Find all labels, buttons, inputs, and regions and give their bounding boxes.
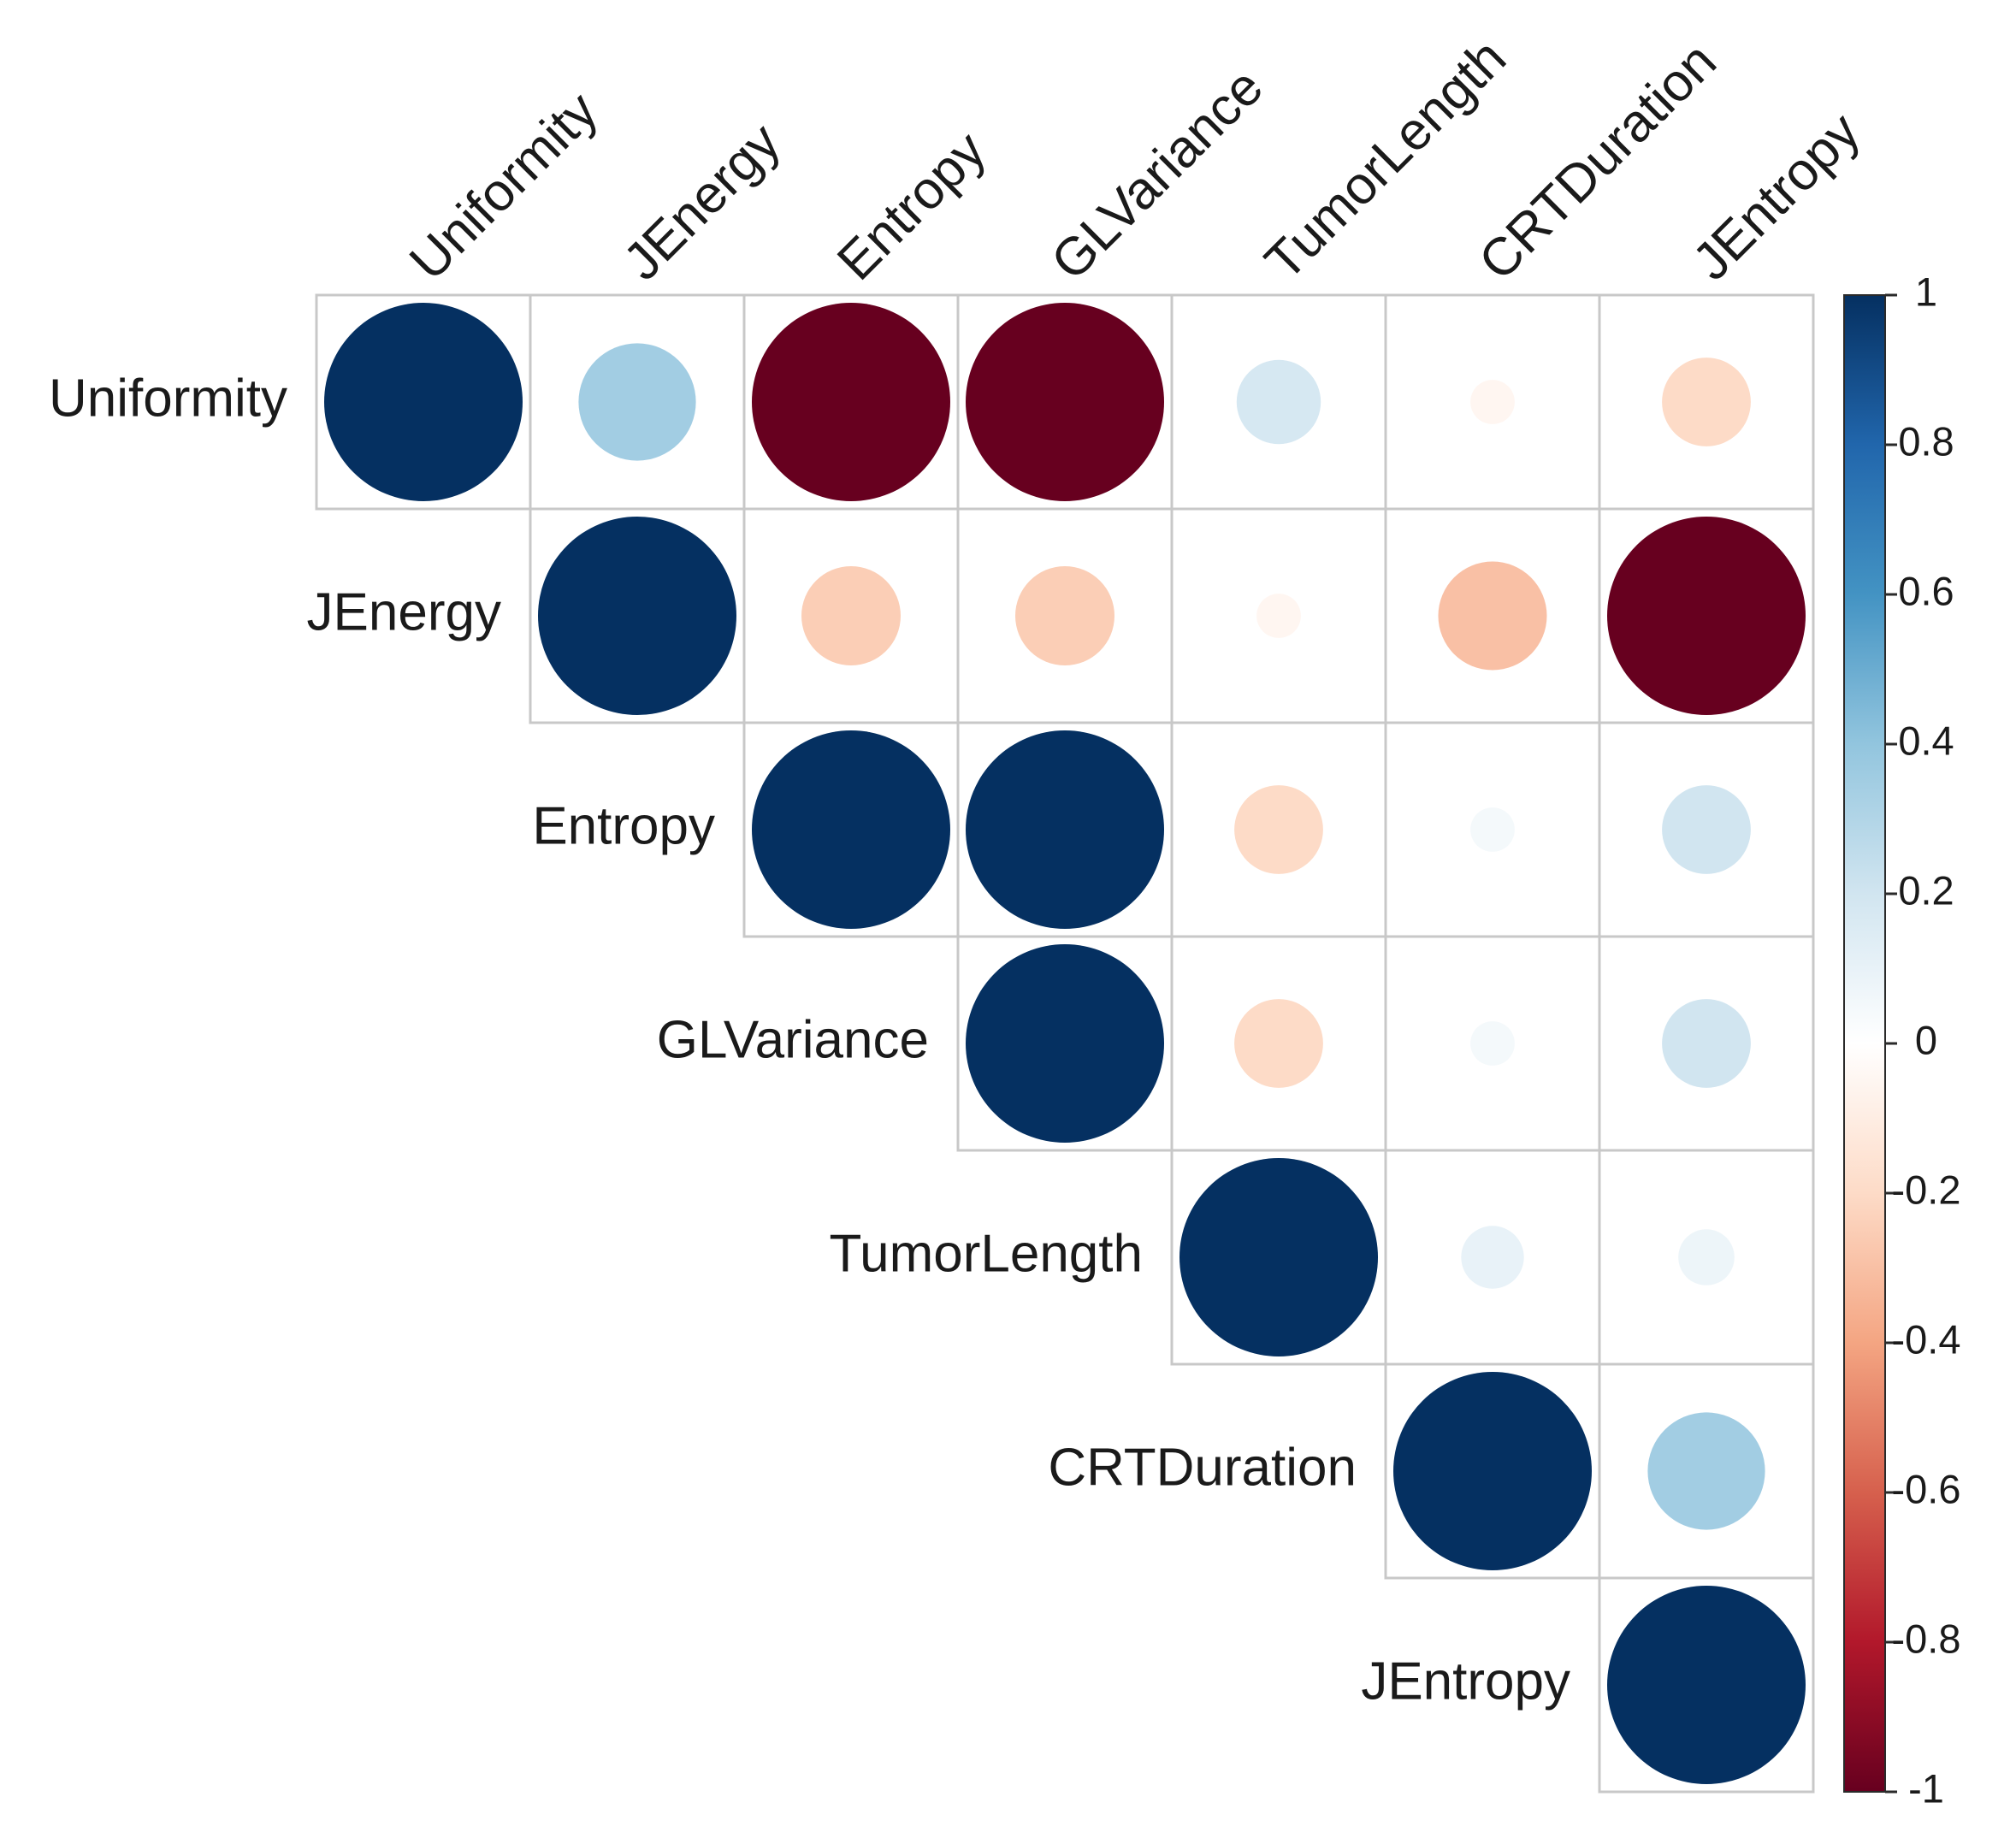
corr-circle-jenergy-crtduration: [1438, 561, 1547, 671]
row-label-glvariance: GLVariance: [657, 1010, 929, 1069]
col-label-jentropy: JEntropy: [1682, 102, 1871, 292]
corr-circle-glvariance-jentropy: [1662, 999, 1751, 1088]
corr-circle-jenergy-entropy: [801, 566, 901, 665]
column-labels: Uniformity JEnergy Entropy GLVarianceTumorL…: [399, 28, 1871, 292]
colorbar-tick-label: 1: [1915, 269, 1937, 314]
row-label-jenergy: JEnergy: [307, 582, 501, 641]
corr-circle-uniformity-jenergy: [578, 343, 696, 461]
corr-circle-glvariance-glvariance: [966, 944, 1164, 1143]
row-label-crtduration: CRTDuration: [1048, 1438, 1357, 1497]
corr-circle-glvariance-crtduration: [1470, 1021, 1515, 1066]
col-label-jenergy: JEnergy: [612, 112, 792, 292]
colorbar-tick-label: 0.8: [1898, 418, 1954, 464]
corr-circle-uniformity-glvariance: [966, 303, 1164, 501]
col-label-entropy: Entropy: [826, 121, 997, 292]
corr-circle-entropy-tumorlength: [1234, 785, 1323, 874]
colorbar-tick-label: 0: [1915, 1017, 1937, 1062]
colorbar-tick-label: -0.8: [1892, 1616, 1961, 1661]
corr-circle-uniformity-entropy: [752, 303, 950, 501]
colorbar-tick-label: 0.2: [1898, 867, 1954, 913]
col-label-glvariance: GLVariance: [1040, 57, 1274, 292]
corr-circle-tumorlength-jentropy: [1678, 1229, 1735, 1285]
corr-circle-jenergy-jentropy: [1607, 517, 1806, 715]
colorbar-legend: 1 0.8 0.6 0.4 0.2 0 -0.2 -0.4 -0.6 -0.8 -1: [1843, 269, 1961, 1811]
correlation-circles: [324, 303, 1806, 1784]
colorbar-tick-label: -0.4: [1892, 1316, 1961, 1362]
row-labels: Uniformity JEnergy Entropy GLVariance TumorL…: [49, 369, 1570, 1711]
row-label-uniformity: Uniformity: [49, 369, 287, 428]
corr-circle-crtduration-crtduration: [1393, 1372, 1592, 1570]
corr-circle-jenergy-jenergy: [538, 517, 736, 715]
colorbar-tick-label: -0.2: [1892, 1167, 1961, 1212]
corr-circle-jenergy-tumorlength: [1256, 594, 1301, 638]
corr-circle-entropy-jentropy: [1662, 785, 1751, 874]
corr-circle-glvariance-tumorlength: [1234, 999, 1323, 1088]
corr-circle-entropy-entropy: [752, 730, 950, 929]
corr-circle-entropy-glvariance: [966, 730, 1164, 929]
corr-circle-tumorlength-tumorlength: [1179, 1158, 1378, 1356]
row-label-tumorlength: TumorLength: [830, 1224, 1143, 1283]
row-label-entropy: Entropy: [532, 796, 715, 855]
corr-circle-tumorlength-crtduration: [1461, 1226, 1524, 1289]
corr-circle-crtduration-jentropy: [1647, 1412, 1765, 1530]
colorbar-gradient: [1843, 294, 1886, 1793]
corr-circle-uniformity-tumorlength: [1236, 359, 1321, 445]
row-label-jentropy: JEntropy: [1361, 1652, 1570, 1711]
col-label-uniformity: Uniformity: [399, 81, 609, 292]
colorbar-tick-label: 0.4: [1898, 718, 1954, 763]
corr-circle-uniformity-crtduration: [1470, 380, 1515, 424]
cell-glvariance-jentropy: [1598, 935, 1815, 1152]
colorbar-tick-label: -1: [1908, 1765, 1944, 1811]
corr-circle-uniformity-uniformity: [324, 303, 523, 501]
corr-circle-jenergy-glvariance: [1015, 566, 1114, 665]
colorbar-tick-label: -0.6: [1892, 1466, 1961, 1511]
colorbar-tick-label: 0.6: [1898, 568, 1954, 613]
corr-circle-entropy-crtduration: [1470, 807, 1515, 852]
corr-circle-uniformity-jentropy: [1662, 358, 1751, 446]
colorbar-ticks: 1 0.8 0.6 0.4 0.2 0 -0.2 -0.4 -0.6 -0.8 -1: [1885, 269, 1961, 1811]
corr-circle-jentropy-jentropy: [1607, 1586, 1806, 1784]
